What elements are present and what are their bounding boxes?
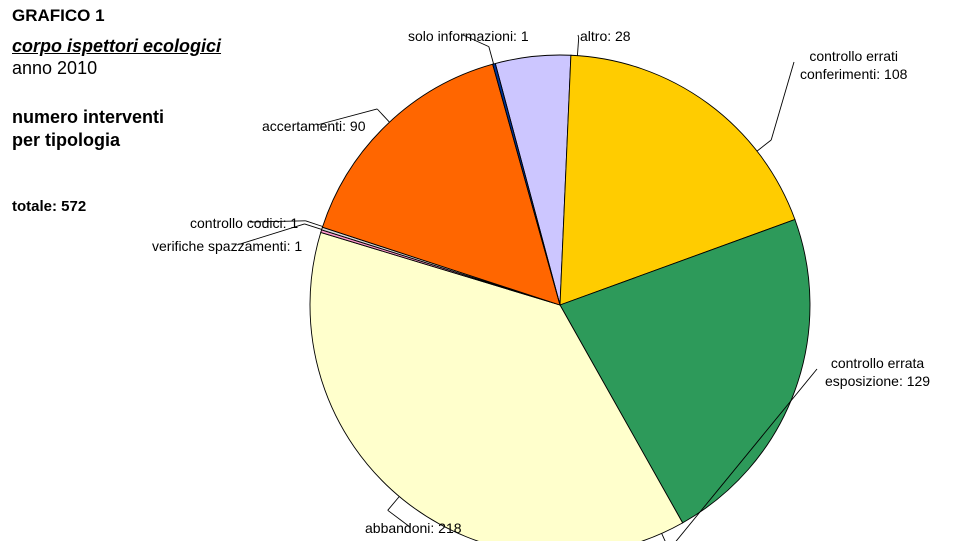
label-controllo-errati-conferimenti: controllo erraticonferimenti: 108 — [800, 48, 907, 83]
label-controllo-codici: controllo codici: 1 — [190, 215, 298, 231]
label-controllo-errata-esposizione: controllo errataesposizione: 129 — [825, 355, 930, 390]
label-solo-informazioni: solo informazioni: 1 — [408, 28, 529, 44]
label-verifiche-spazzamenti: verifiche spazzamenti: 1 — [152, 238, 302, 254]
label-accertamenti: accertamenti: 90 — [262, 118, 366, 134]
label-altro: altro: 28 — [580, 28, 631, 44]
label-abbandoni: abbandoni: 218 — [365, 520, 462, 536]
